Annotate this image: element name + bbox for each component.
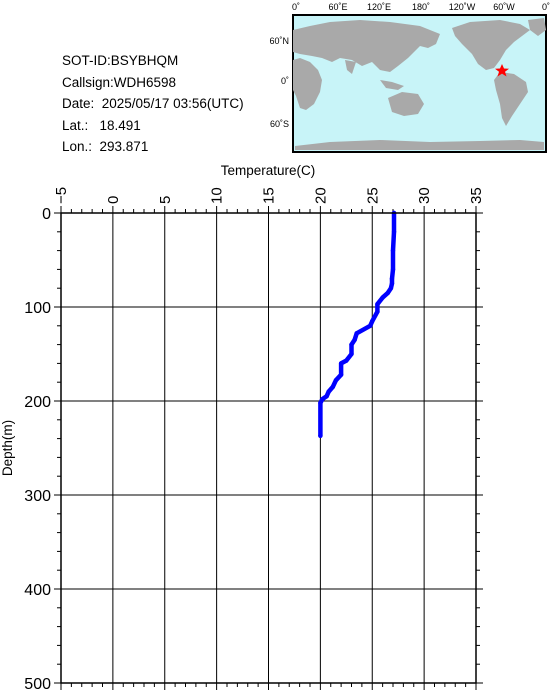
x-tick-label: 30 [416, 187, 433, 204]
temperature-profile-point [367, 323, 373, 328]
temperature-profile-point [375, 309, 380, 314]
temperature-profile-point [338, 361, 344, 366]
date-label: Date: 2025/05/17 03:56(UTC) [62, 96, 244, 111]
temperature-profile-line [318, 210, 397, 439]
y-tick-label: 0 [42, 206, 51, 223]
temperature-profile-point [318, 433, 323, 438]
temperature-profile-point [375, 301, 380, 307]
longitude-label: Lon.: 293.871 [62, 139, 149, 154]
australia-shape [388, 92, 424, 116]
x-tick-label: 5 [157, 196, 174, 204]
chart-grid [60, 212, 477, 684]
map-longitude-label: 0˚ [542, 2, 550, 12]
map-land [293, 18, 546, 150]
x-tick-label: 0 [105, 196, 122, 204]
temperature-profile-point [330, 384, 336, 390]
y-tick-label: 200 [24, 394, 51, 411]
x-tick-label: 35 [468, 187, 485, 204]
star-icon [495, 64, 509, 77]
north-america-shape [452, 20, 530, 70]
y-tick-label: 100 [24, 300, 51, 317]
temperature-profile-point [390, 267, 396, 272]
temperature-profile-point [333, 378, 339, 383]
map-longitude-label: 60˚W [493, 2, 515, 12]
x-tick-labels: −5 0 5 10 15 20 25 30 35 [53, 187, 485, 204]
temperature-profile-point [344, 358, 349, 363]
map-longitude-label: 180˚ [412, 2, 430, 12]
map-latitude-label: 0˚ [281, 76, 289, 86]
sot-id-label: SOT-ID:BSYBHQM [62, 53, 179, 68]
temperature-profile-point [352, 337, 357, 343]
x-axis-label: Temperature(C) [221, 163, 316, 178]
temperature-profile-point [389, 276, 395, 281]
temperature-profile-point [390, 248, 396, 253]
metadata-panel: SOT-ID:BSYBHQM Callsign:WDH6598 Date: 20… [62, 50, 244, 158]
south-america-shape [494, 72, 528, 126]
latitude-label: Lat.: 18.491 [62, 117, 141, 133]
y-tick-label: 300 [24, 488, 51, 505]
temperature-profile-point [326, 389, 331, 394]
map-longitude-label: 0˚ [292, 2, 300, 12]
x-tick-label: 20 [312, 187, 329, 204]
temperature-profile-point [389, 281, 395, 286]
indonesia-shape [380, 80, 404, 90]
temperature-profile-point [354, 331, 359, 336]
greenland-shape [528, 18, 546, 36]
temperature-profile-point [385, 290, 391, 296]
location-map: 0˚ 60˚E 120˚E 180˚ 120˚W 60˚W 0˚ 60˚N 0˚ 60˚S [0, 0, 553, 160]
asia-shape [293, 20, 440, 72]
chart-series [318, 210, 397, 439]
temperature-profile-point [324, 394, 329, 399]
x-tick-label: 10 [209, 187, 226, 204]
temperature-profile-point [391, 229, 397, 234]
temperature-profile-point [338, 372, 344, 377]
x-tick-label: −5 [53, 187, 70, 204]
antarctica-shape [295, 140, 544, 150]
y-tick-labels: 0 100 200 300 400 500 [24, 206, 51, 690]
plot-frame [60, 212, 477, 684]
map-longitude-label: 120˚E [367, 2, 391, 12]
y-tick-label: 400 [24, 582, 51, 599]
callsign-label: Callsign:WDH6598 [62, 74, 177, 90]
x-tick-label: 15 [261, 187, 278, 204]
y-tick-label: 500 [24, 676, 51, 690]
x-tick-label: 25 [364, 187, 381, 204]
temperature-profile-point [370, 318, 375, 324]
temperature-profile-point [318, 400, 323, 406]
map-latitude-labels: 60˚N 0˚ 60˚S [269, 36, 289, 129]
temperature-profile-point [349, 351, 354, 357]
temperature-profile-point [349, 342, 354, 347]
temperature-profile-point [320, 396, 325, 402]
map-longitude-label: 120˚W [449, 2, 476, 12]
temperature-profile-point [388, 286, 394, 291]
map-longitude-labels: 0˚ 60˚E 120˚E 180˚ 120˚W 60˚W 0˚ [292, 2, 550, 12]
india-shape [345, 60, 356, 74]
map-latitude-label: 60˚S [270, 119, 289, 129]
africa-shape [293, 58, 322, 110]
temperature-profile-point [380, 295, 385, 300]
map-longitude-label: 60˚E [328, 2, 347, 12]
y-axis-label: Depth(m) [0, 420, 15, 476]
map-latitude-label: 60˚N [269, 36, 289, 46]
